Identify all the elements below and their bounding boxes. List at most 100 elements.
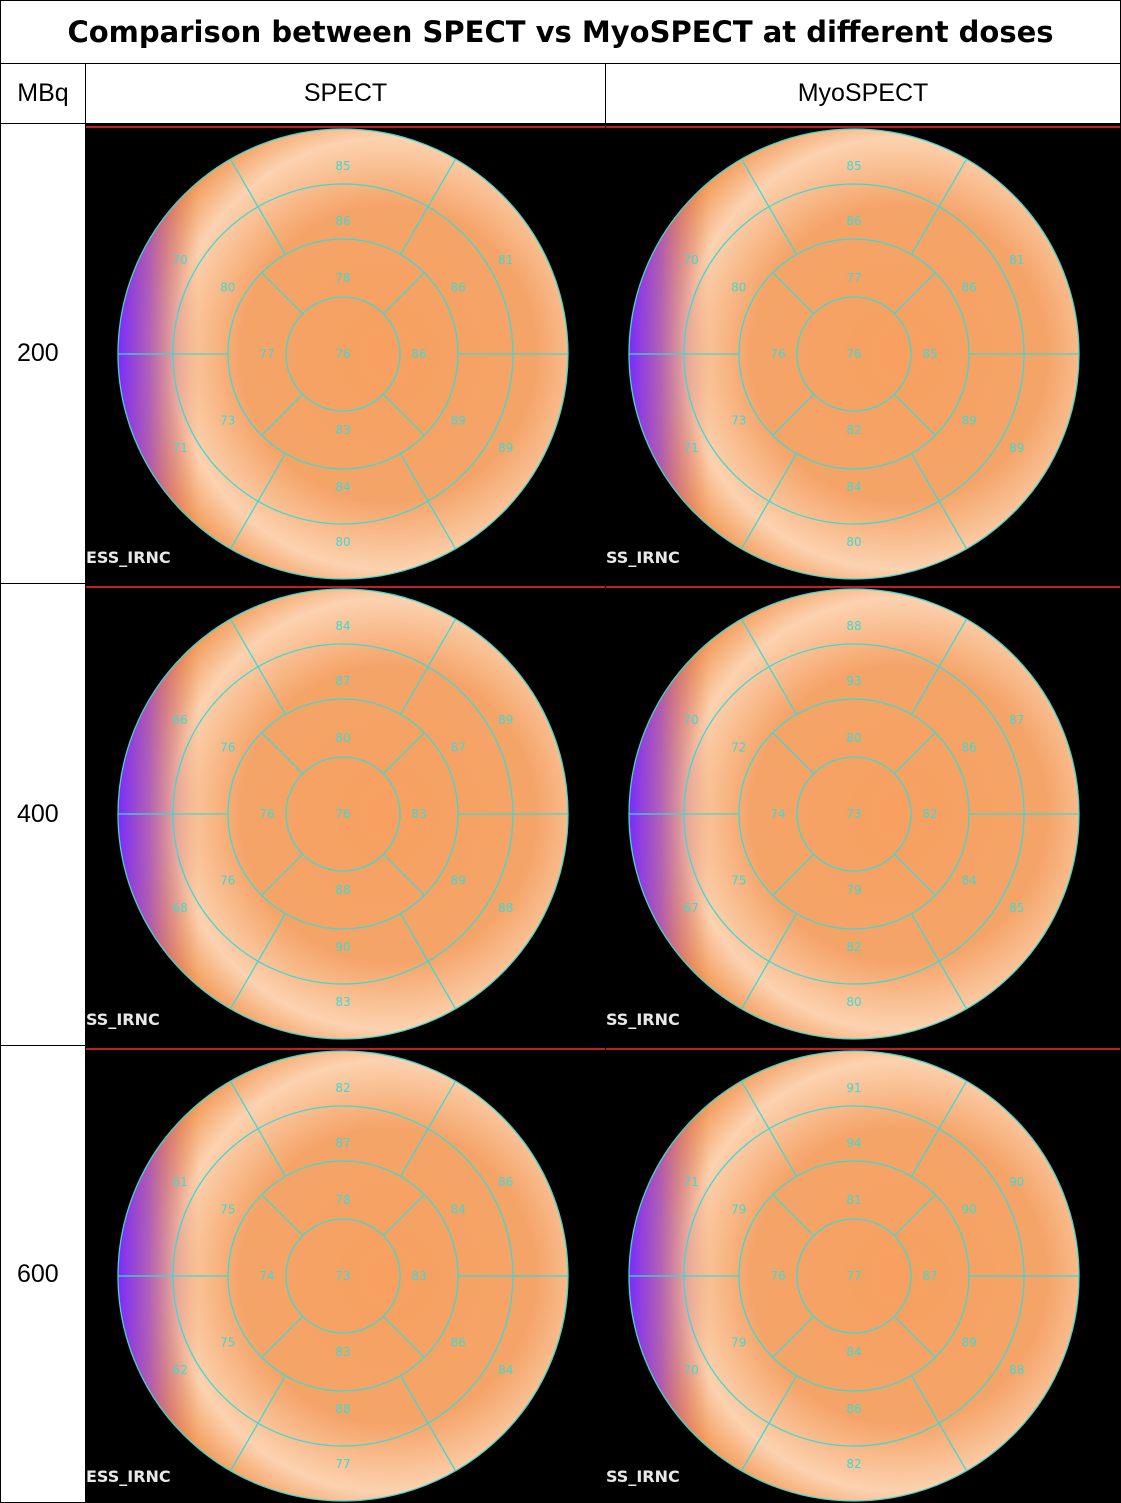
segment-value: 86	[846, 214, 861, 228]
segment-value: 85	[1009, 901, 1024, 915]
segment-value: 80	[731, 281, 746, 295]
polar-map: 8581898071708686898473807886837776ESS_IR…	[86, 124, 606, 584]
header-spect: SPECT	[85, 63, 606, 124]
segment-value: 83	[335, 423, 350, 437]
segment-value: 77	[846, 1269, 861, 1283]
polar-map-cell: 9190888270719490898679798187847677SS_IRN…	[605, 1045, 1121, 1503]
segment-value: 68	[173, 901, 188, 915]
segment-value: 89	[498, 441, 513, 455]
segment-value: 82	[846, 1457, 861, 1471]
segment-value: 80	[846, 731, 861, 745]
polar-map: 88 87 85 80 67 70 93 86 84 82 75 72 80 82 79 74 73 SS_IRN…	[606, 584, 1121, 1046]
map-caption: SS_IRNC	[606, 1467, 680, 1486]
segment-value: 80	[846, 535, 861, 549]
segment-value: 76	[846, 347, 861, 361]
segment-value: 79	[846, 883, 861, 897]
segment-value: 82	[846, 423, 861, 437]
segment-value: 83	[335, 995, 350, 1009]
segment-value: 70	[684, 253, 699, 267]
segment-value: 81	[498, 253, 513, 267]
segment-value: 71	[684, 1175, 699, 1189]
segment-value: 90	[1009, 1175, 1024, 1189]
polar-map-cell: 88 87 85 80 67 70 93 86 84 82 75 72 80 82 79 74 73 SS_IRN…	[605, 583, 1121, 1046]
map-caption: SS_IRNC	[86, 1010, 160, 1029]
segment-value: 61	[173, 1175, 188, 1189]
segment-value: 62	[173, 1363, 188, 1377]
segment-value: 75	[220, 1203, 235, 1217]
segment-value: 70	[684, 1363, 699, 1377]
segment-value: 86	[335, 214, 350, 228]
segment-value: 74	[770, 807, 785, 821]
segment-value: 89	[1009, 441, 1024, 455]
segment-value: 88	[335, 1402, 350, 1416]
segment-value: 85	[335, 159, 350, 173]
polar-map-cell: 8286847762618784868875757883837473ESS_IR…	[85, 1045, 606, 1503]
segment-value: 86	[962, 741, 977, 755]
segment-value: 66	[173, 713, 188, 727]
segment-value: 86	[962, 281, 977, 295]
segment-value: 71	[684, 441, 699, 455]
segment-value: 76	[770, 1269, 785, 1283]
segment-value: 75	[731, 874, 746, 888]
map-caption: SS_IRNC	[606, 1010, 680, 1029]
segment-value: 84	[335, 480, 350, 494]
segment-value: 87	[922, 1269, 937, 1283]
table-title: Comparison between SPECT vs MyoSPECT at …	[0, 0, 1121, 64]
polar-map: 8581898071708686898473807785827676SS_IRN…	[606, 124, 1121, 584]
segment-value: 81	[846, 1193, 861, 1207]
segment-value: 73	[220, 414, 235, 428]
dose-label: 400	[0, 583, 86, 1046]
segment-value: 88	[498, 901, 513, 915]
segment-value: 89	[451, 414, 466, 428]
segment-value: 84	[962, 874, 977, 888]
segment-value: 87	[335, 1136, 350, 1150]
segment-value: 89	[962, 1336, 977, 1350]
map-caption: ESS_IRNC	[86, 1467, 171, 1486]
map-caption: ESS_IRNC	[86, 548, 171, 567]
segment-value: 84	[498, 1363, 513, 1377]
segment-value: 89	[962, 414, 977, 428]
segment-value: 76	[335, 347, 350, 361]
segment-value: 72	[731, 741, 746, 755]
segment-value: 73	[731, 414, 746, 428]
segment-value: 80	[846, 995, 861, 1009]
segment-value: 87	[451, 741, 466, 755]
segment-value: 67	[684, 901, 699, 915]
segment-value: 70	[684, 713, 699, 727]
segment-value: 89	[498, 713, 513, 727]
segment-value: 82	[335, 1081, 350, 1095]
segment-value: 93	[846, 674, 861, 688]
segment-value: 78	[335, 1193, 350, 1207]
map-caption: SS_IRNC	[606, 548, 680, 567]
segment-value: 76	[770, 347, 785, 361]
page: Comparison between SPECT vs MyoSPECT at …	[0, 0, 1121, 1503]
header-myospect: MyoSPECT	[605, 63, 1121, 124]
segment-value: 85	[922, 347, 937, 361]
segment-value: 82	[922, 807, 937, 821]
segment-value: 87	[335, 674, 350, 688]
segment-value: 82	[846, 940, 861, 954]
segment-value: 85	[846, 159, 861, 173]
segment-value: 73	[846, 807, 861, 821]
segment-value: 89	[451, 874, 466, 888]
segment-value: 76	[335, 807, 350, 821]
segment-value: 84	[846, 480, 861, 494]
segment-value: 88	[846, 619, 861, 633]
segment-value: 90	[335, 940, 350, 954]
segment-value: 79	[731, 1203, 746, 1217]
segment-value: 78	[335, 271, 350, 285]
segment-value: 84	[335, 619, 350, 633]
segment-value: 80	[335, 535, 350, 549]
segment-value: 77	[259, 347, 274, 361]
segment-value: 87	[1009, 713, 1024, 727]
segment-value: 91	[846, 1081, 861, 1095]
segment-value: 90	[962, 1203, 977, 1217]
segment-value: 88	[335, 883, 350, 897]
segment-value: 76	[220, 874, 235, 888]
segment-value: 74	[259, 1269, 274, 1283]
segment-value: 80	[335, 731, 350, 745]
